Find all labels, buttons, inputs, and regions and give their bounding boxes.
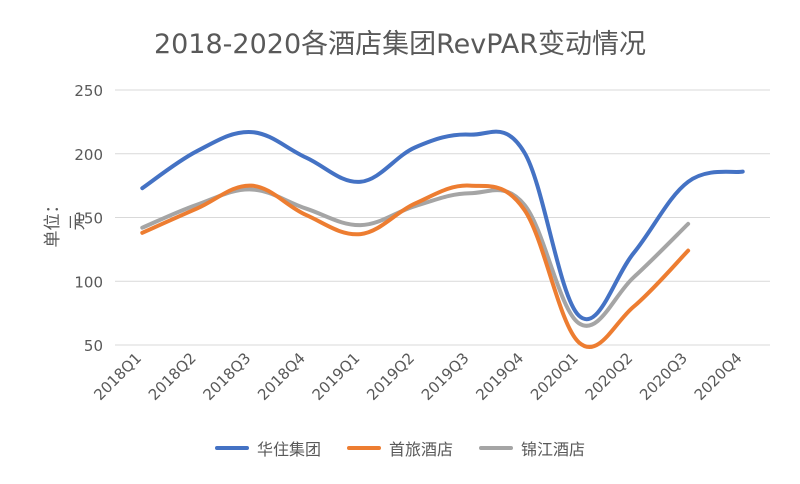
series-line-3	[140, 187, 691, 328]
chart-title: 2018-2020各酒店集团RevPAR变动情况	[153, 29, 647, 60]
legend-swatch	[346, 446, 381, 450]
y-tick-label: 200	[74, 146, 103, 164]
legend: 华住集团 首旅酒店 锦江酒店	[0, 436, 800, 460]
x-tick-label: 2019Q2	[363, 349, 418, 404]
legend-item: 首旅酒店	[346, 436, 453, 460]
x-tick-label: 2018Q1	[90, 349, 145, 404]
legend-label: 锦江酒店	[521, 440, 586, 459]
x-tick-label: 2018Q3	[199, 349, 254, 404]
y-tick-label: 150	[74, 210, 103, 228]
x-tick-label: 2018Q4	[254, 349, 309, 404]
y-tick-label: 50	[84, 337, 103, 355]
legend-item: 华住集团	[214, 436, 321, 460]
x-tick-label: 2020Q3	[636, 349, 691, 404]
x-tick-label: 2020Q2	[582, 349, 637, 404]
legend-swatch	[479, 446, 513, 450]
series-line-1	[140, 129, 745, 321]
y-tick-label: 250	[74, 82, 103, 100]
x-tick-label: 2018Q2	[145, 349, 200, 404]
legend-item: 锦江酒店	[479, 436, 585, 460]
x-tick-label: 2019Q1	[309, 349, 364, 404]
x-tick-label: 2020Q4	[691, 349, 746, 404]
x-tick-label: 2019Q3	[418, 349, 473, 404]
legend-label: 首旅酒店	[388, 440, 453, 459]
x-tick-label: 2019Q4	[472, 349, 527, 404]
x-tick-label: 2020Q1	[527, 349, 582, 404]
legend-label: 华住集团	[256, 440, 321, 459]
y-tick-label: 100	[74, 273, 103, 291]
legend-swatch	[214, 446, 249, 450]
series-line-2	[140, 183, 691, 349]
